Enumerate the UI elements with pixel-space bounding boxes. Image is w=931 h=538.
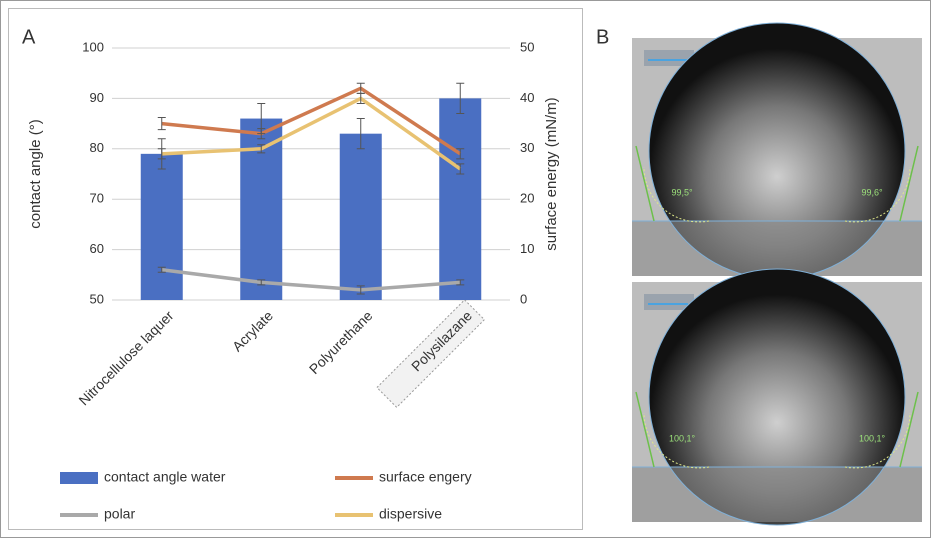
error-bar xyxy=(257,279,266,286)
legend-label: contact angle water xyxy=(104,469,226,485)
legend-label: polar xyxy=(104,506,135,522)
tangent xyxy=(635,391,655,468)
panel-a-frame xyxy=(8,8,583,530)
legend-label: surface engery xyxy=(379,469,472,485)
angle-arc xyxy=(844,412,911,469)
error-bar xyxy=(456,163,465,175)
scale-bar xyxy=(644,294,694,310)
error-bar xyxy=(356,285,365,295)
y2-tick-label: 50 xyxy=(520,39,534,54)
y-tick-label: 100 xyxy=(82,39,104,54)
bar xyxy=(339,133,382,300)
error-bar xyxy=(157,266,166,273)
tangent xyxy=(635,145,655,222)
scale-bar xyxy=(644,50,694,66)
bar xyxy=(140,153,183,300)
panel-label: A xyxy=(22,26,36,48)
error-bar xyxy=(356,118,365,150)
error-bar xyxy=(356,92,365,104)
y2-tick-label: 30 xyxy=(520,140,534,155)
y2-axis-label: surface energy (mN/m) xyxy=(543,97,560,250)
angle-label: 100,1° xyxy=(669,433,696,443)
y2-tick-label: 20 xyxy=(520,191,534,206)
angle-arc xyxy=(643,412,710,469)
y-axis-label: contact angle (°) xyxy=(27,119,44,228)
angle-label: 100,1° xyxy=(859,433,886,443)
y-tick-label: 70 xyxy=(90,191,104,206)
legend-swatch xyxy=(60,472,98,484)
droplet xyxy=(649,23,905,279)
y2-tick-label: 0 xyxy=(520,291,527,306)
panel-label: B xyxy=(596,26,609,48)
y-tick-label: 90 xyxy=(90,90,104,105)
error-bar xyxy=(456,82,465,115)
tangent xyxy=(899,391,919,468)
error-bar xyxy=(157,117,166,131)
legend-label: dispersive xyxy=(379,506,442,522)
substrate xyxy=(632,467,922,522)
y2-tick-label: 10 xyxy=(520,241,534,256)
error-bar xyxy=(157,148,166,160)
y-tick-label: 80 xyxy=(90,140,104,155)
droplet xyxy=(649,269,905,525)
line xyxy=(161,268,461,292)
angle-label: 99,6° xyxy=(861,187,883,197)
label-box xyxy=(376,299,486,409)
line xyxy=(161,96,462,171)
substrate xyxy=(632,221,922,276)
droplet-images: 99,5° 99,6° 100,1° 100,1° xyxy=(632,22,922,526)
y-tick-label: 50 xyxy=(90,291,104,306)
angle-arc xyxy=(844,166,911,223)
fit-circle xyxy=(648,268,906,526)
angle-arc xyxy=(643,166,710,223)
y-tick-label: 60 xyxy=(90,241,104,256)
y2-tick-label: 40 xyxy=(520,90,534,105)
angle-label: 99,5° xyxy=(671,187,693,197)
error-bar xyxy=(456,279,465,286)
tangent xyxy=(899,145,919,222)
bar xyxy=(439,98,482,301)
error-bar xyxy=(456,148,465,160)
error-bar xyxy=(257,144,266,154)
error-bar xyxy=(257,128,266,140)
line xyxy=(161,86,462,156)
